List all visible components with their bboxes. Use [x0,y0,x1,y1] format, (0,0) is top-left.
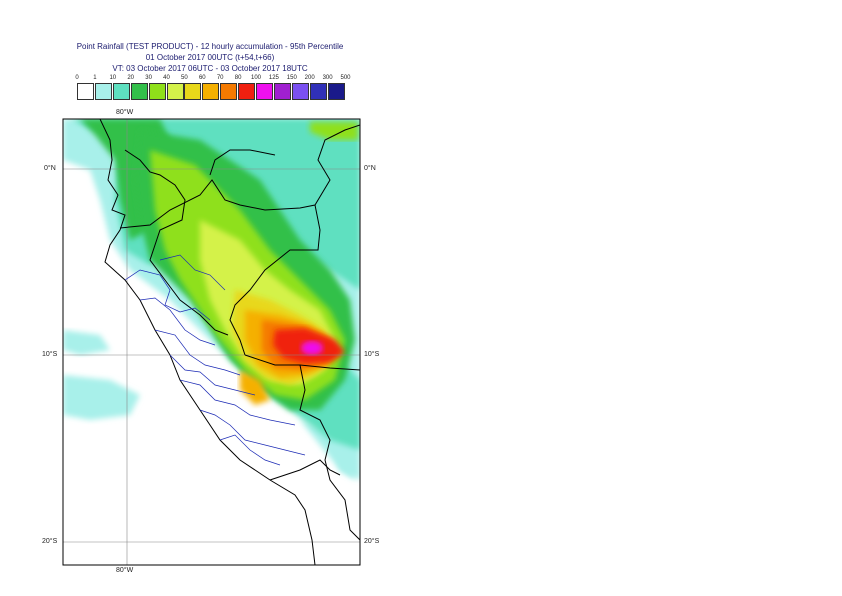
legend-tick-label: 20 [127,75,135,81]
legend-tick-label: 40 [163,75,170,81]
legend-swatch [94,83,112,100]
legend-tick-label: 1 [93,75,97,81]
legend-swatch [273,83,291,100]
map-valid-time: VT: 03 October 2017 06UTC - 03 October 2… [112,64,308,73]
legend-tick-label: 300 [322,75,333,81]
legend-tick-label: 70 [216,75,224,81]
legend-swatch [202,83,220,100]
rainfall-field [63,119,360,565]
regional-boundaries [124,254,306,466]
map-run-time: 01 October 2017 00UTC (t+54,t+66) [145,53,275,62]
legend-tick-label: 60 [198,75,206,81]
lat-label-0-right: 0°N [364,165,376,172]
map-title: Point Rainfall (TEST PRODUCT) - 12 hourl… [76,42,344,51]
legend-swatch [238,83,256,100]
legend-tick-label: 10 [109,75,117,81]
legend-tick-label: 125 [268,75,279,81]
legend-swatch [220,83,238,100]
legend-swatch [309,83,327,100]
legend-swatch [256,83,273,100]
lat-label-0-left: 0°N [44,165,56,172]
legend-swatch [291,83,309,100]
graticule [63,119,360,565]
legend-swatch [112,83,130,100]
legend-swatch [148,83,166,100]
legend-tick-label: 500 [340,75,351,81]
legend-swatch [166,83,184,100]
lat-label-20-right: 20°S [364,538,380,545]
legend-tick-label: 100 [250,75,261,81]
legend-swatch [184,83,202,100]
lon-label-top: 80°W [116,109,134,116]
lon-label-bottom: 80°W [116,567,134,574]
lat-label-10-left: 10°S [42,351,58,358]
legend-tick-label: 30 [145,75,152,81]
lat-label-10-right: 10°S [364,351,380,358]
legend-swatch [77,83,94,100]
lat-label-20-left: 20°S [42,538,58,545]
legend-tick-label: 50 [181,75,188,81]
legend-tick-label: 150 [286,75,297,81]
legend-swatch [327,83,345,100]
legend-tick-label: 0 [75,75,79,81]
legend-tick-label: 80 [234,75,242,81]
legend-swatch [130,83,148,100]
legend-tick-label: 200 [304,75,315,81]
map-frame [62,118,361,566]
